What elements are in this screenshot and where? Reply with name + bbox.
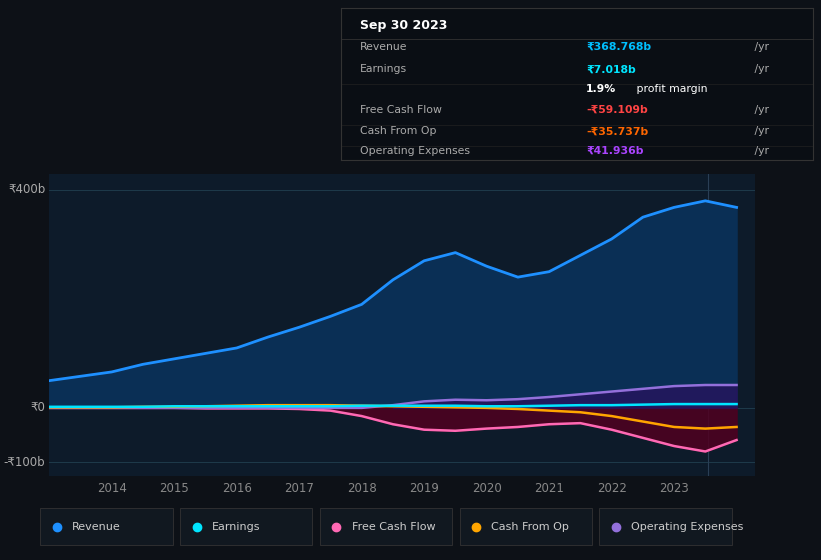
Text: Cash From Op: Cash From Op <box>360 127 436 136</box>
Text: Free Cash Flow: Free Cash Flow <box>360 105 442 115</box>
Text: Revenue: Revenue <box>72 522 121 531</box>
Text: 1.9%: 1.9% <box>586 84 617 94</box>
Text: /yr: /yr <box>751 64 769 74</box>
Text: ₹368.768b: ₹368.768b <box>586 41 651 52</box>
Text: /yr: /yr <box>751 146 769 156</box>
Text: ₹400b: ₹400b <box>8 184 45 197</box>
Bar <box>320 508 452 545</box>
Text: Free Cash Flow: Free Cash Flow <box>351 522 435 531</box>
Text: /yr: /yr <box>751 105 769 115</box>
Bar <box>460 508 592 545</box>
Text: profit margin: profit margin <box>634 84 708 94</box>
Text: Earnings: Earnings <box>360 64 406 74</box>
Text: Revenue: Revenue <box>360 41 407 52</box>
Bar <box>180 508 312 545</box>
Text: -₹35.737b: -₹35.737b <box>586 127 649 136</box>
Text: Operating Expenses: Operating Expenses <box>360 146 470 156</box>
Text: -₹59.109b: -₹59.109b <box>586 105 648 115</box>
Text: Sep 30 2023: Sep 30 2023 <box>360 19 447 32</box>
Text: /yr: /yr <box>751 127 769 136</box>
Text: -₹100b: -₹100b <box>3 456 45 469</box>
Text: /yr: /yr <box>751 41 769 52</box>
Text: ₹41.936b: ₹41.936b <box>586 146 644 156</box>
Text: ₹7.018b: ₹7.018b <box>586 64 636 74</box>
Bar <box>40 508 172 545</box>
Text: Earnings: Earnings <box>212 522 260 531</box>
Text: Operating Expenses: Operating Expenses <box>631 522 744 531</box>
Text: Cash From Op: Cash From Op <box>491 522 569 531</box>
Text: ₹0: ₹0 <box>30 402 45 414</box>
Bar <box>599 508 732 545</box>
